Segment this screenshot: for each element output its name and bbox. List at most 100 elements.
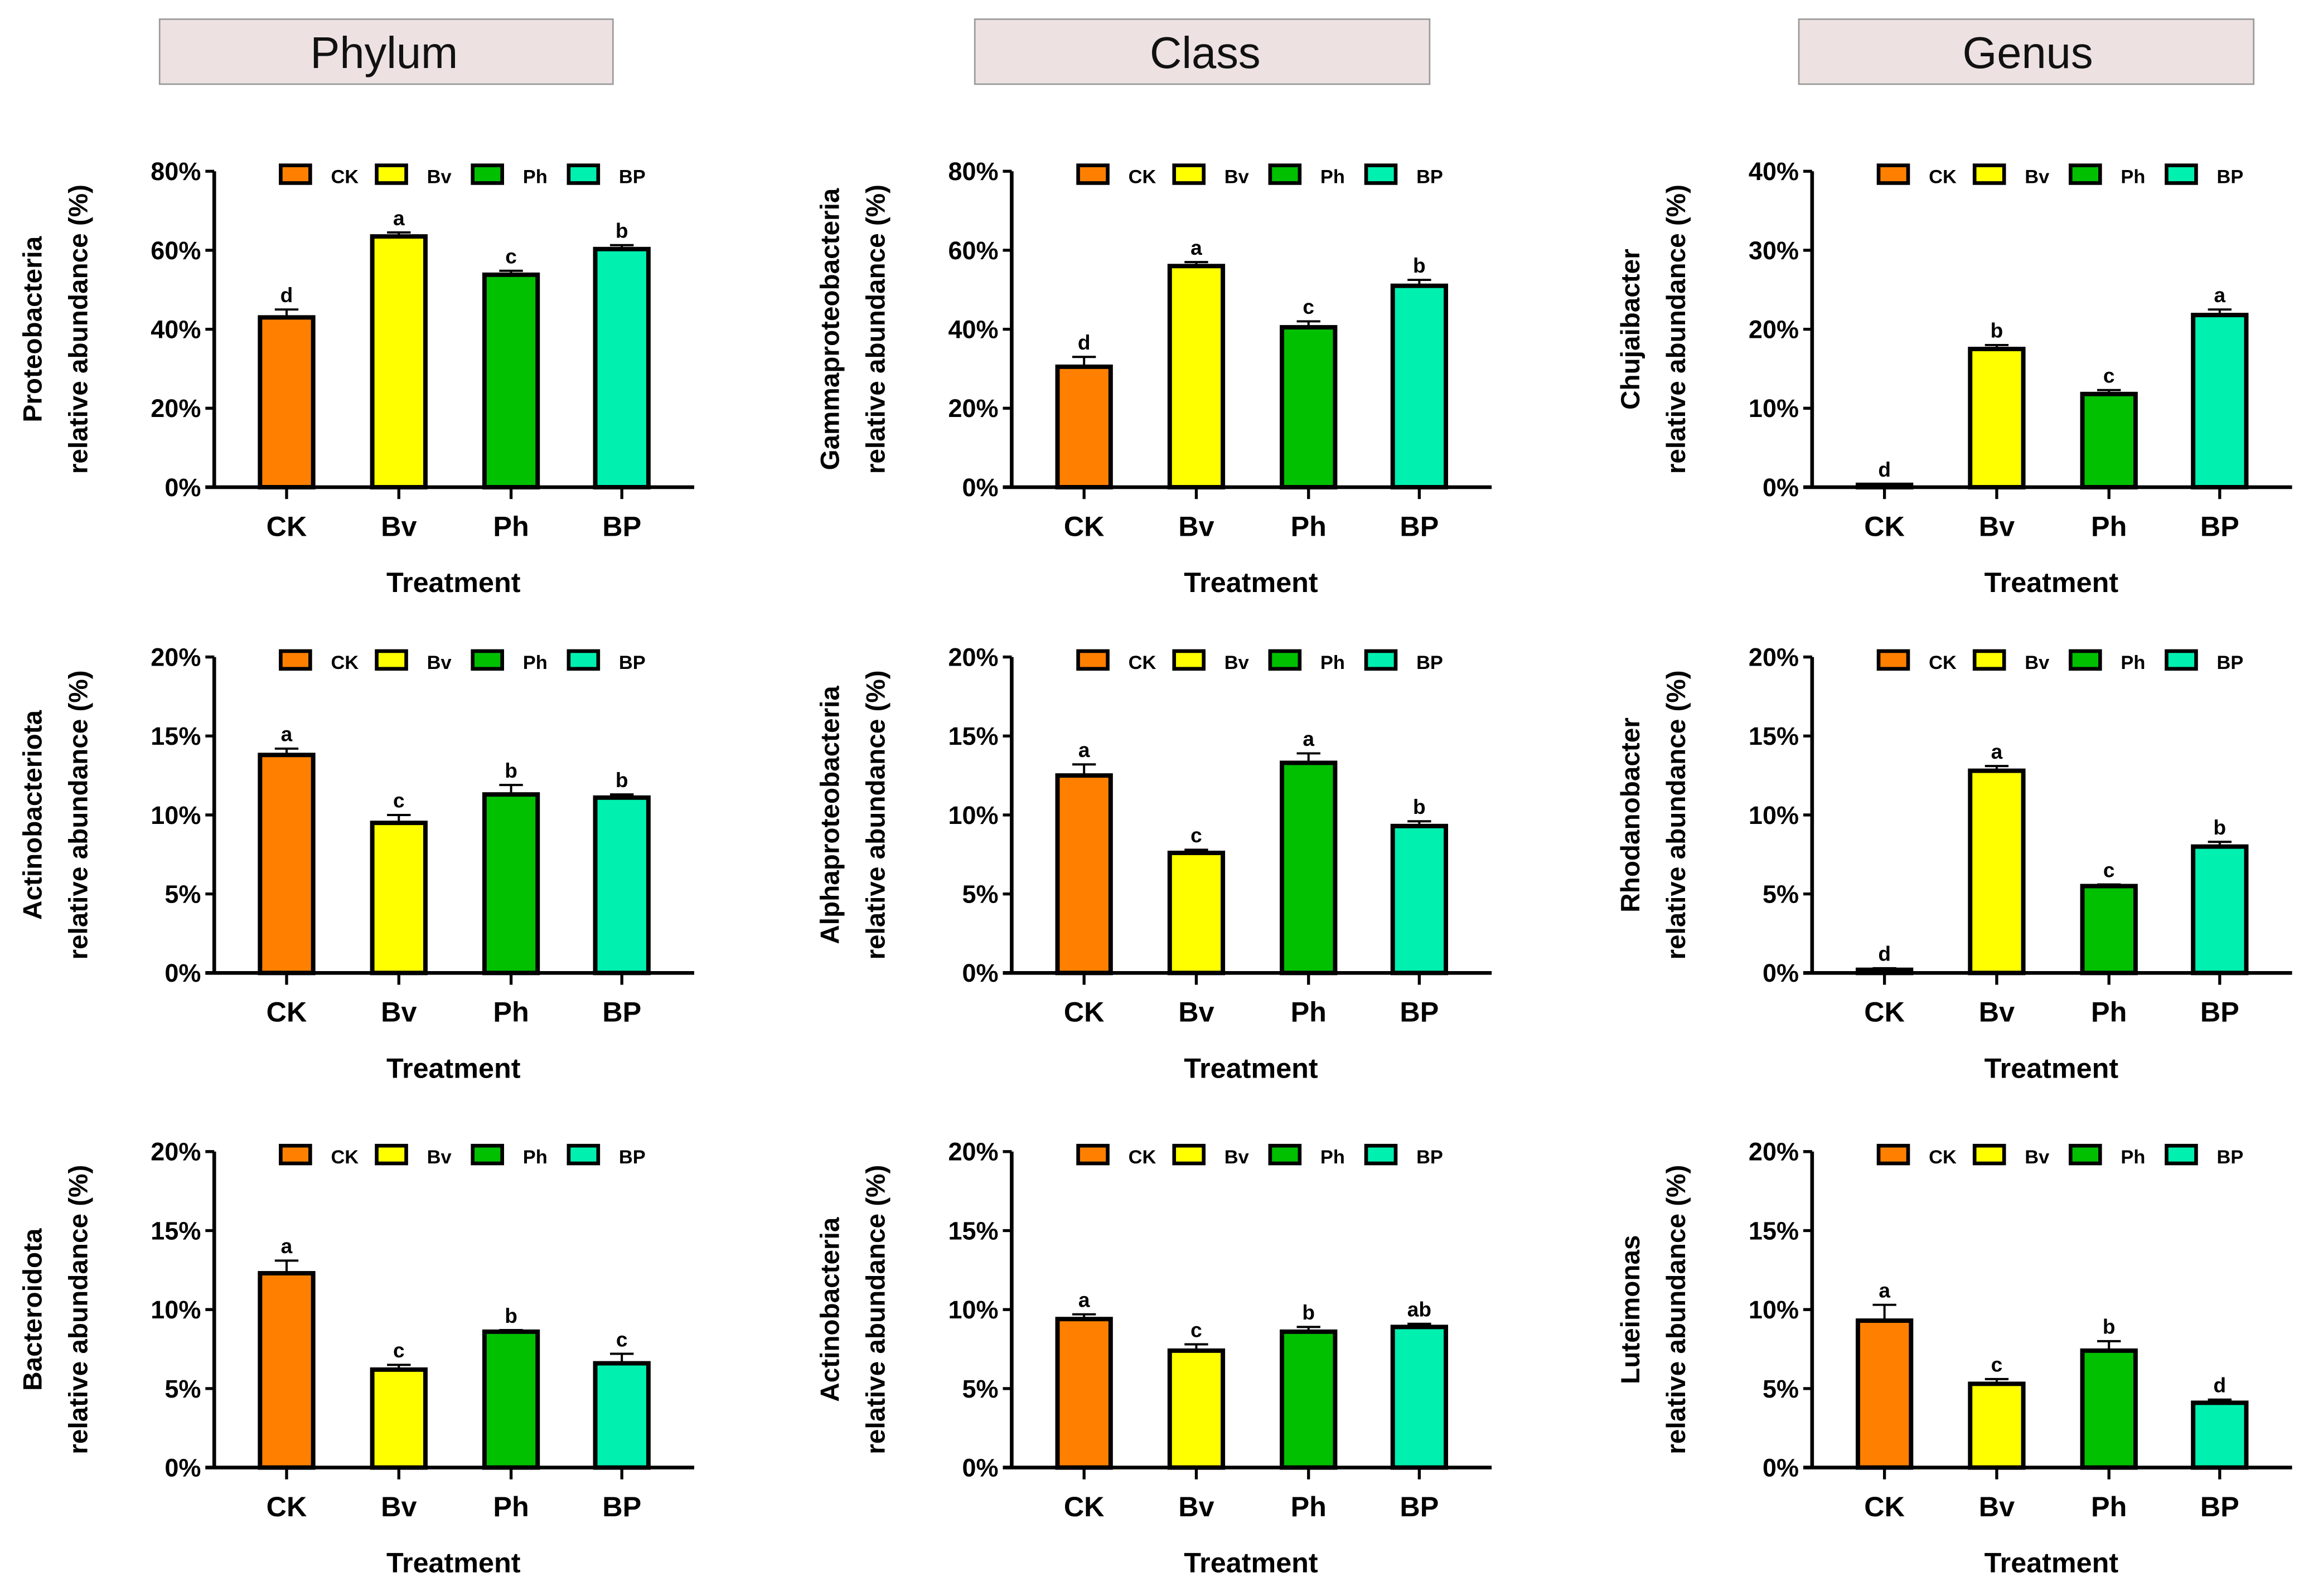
x-tick-label: BP [1400,510,1439,542]
y-tick-label: 20% [151,394,201,423]
x-tick-label: BP [2200,1491,2239,1522]
bar-bp [1390,823,1449,976]
y-tick-label: 40% [151,316,201,344]
x-tick-label: Bv [1178,1491,1214,1522]
legend-label-bv: Bv [427,1147,452,1168]
y-tick-label: 0% [962,959,998,987]
y-tick-label: 10% [948,1296,998,1324]
significance-letter: d [1078,331,1091,354]
y-axis-label: Rhodanobacter [1616,717,1645,913]
legend-label-bp: BP [2217,1147,2244,1168]
y-axis-label-line2: relative abundance (%) [1662,1165,1691,1454]
x-axis-label: Treatment [1984,1547,2119,1579]
legend-label-bp: BP [619,652,646,673]
legend-label-ph: Ph [1320,652,1345,673]
bar-bp [593,795,651,976]
y-tick-label: 40% [1749,157,1799,186]
y-tick-label: 40% [948,316,998,344]
y-tick-label: 5% [164,1375,201,1403]
legend-label-bp: BP [2217,652,2244,673]
legend-swatch-bv [375,649,408,671]
bar-bv [370,1367,428,1470]
significance-letter: a [1078,738,1090,761]
legend-swatch-ck [1876,649,1910,671]
y-tick-label: 5% [1763,880,1799,909]
legend-swatch-bp [567,649,601,671]
legend-label-ck: CK [331,1147,359,1168]
x-tick-label: Bv [381,510,417,542]
legend-label-bv: Bv [2025,1147,2049,1168]
significance-letter: c [616,1327,628,1351]
y-axis-label-line2: relative abundance (%) [861,185,891,474]
bar-ck [1055,773,1113,976]
bar-bp [2191,313,2249,489]
bar-bv [370,821,428,976]
x-tick-label: Bv [1979,510,2015,542]
x-tick-label: Ph [2091,1491,2127,1522]
legend-swatch-ck [1076,1143,1110,1166]
legend-label-bv: Bv [2025,652,2049,673]
chart-panel-chujaibacter: Chujaibacter relative abundance (%) 0% 10% 2… [1616,157,2292,598]
y-tick-label: 0% [164,959,201,987]
x-axis-label: Treatment [1184,1547,1318,1579]
significance-letter: c [2103,363,2115,387]
y-tick-label: 20% [1749,316,1799,344]
y-tick-label: 20% [948,643,998,671]
x-tick-label: CK [1064,1491,1105,1522]
significance-letter: b [616,768,628,792]
bar-ck [258,1271,316,1470]
bar-bv [1968,347,2026,489]
significance-letter: b [1413,254,1426,277]
x-tick-label: Bv [1178,996,1214,1028]
y-tick-label: 80% [151,157,201,186]
y-tick-label: 60% [151,236,201,265]
y-tick-label: 20% [1749,643,1799,671]
legend-label-bp: BP [2217,166,2244,187]
legend-label-ck: CK [1929,652,1957,673]
bar-bp [2191,1400,2249,1470]
header-phylum-label: Phylum [310,28,458,77]
legend-label-ph: Ph [2121,1147,2145,1168]
bar-ph [482,792,540,976]
legend-label-ck: CK [1929,166,1957,187]
legend-label-ph: Ph [523,652,548,673]
legend-swatch-bv [1172,163,1206,185]
header-genus-label: Genus [1963,28,2093,77]
y-axis-label-line2: relative abundance (%) [1662,670,1691,959]
legend-label-bp: BP [619,1147,646,1168]
legend-swatch-ck [279,163,312,185]
bar-ph [1280,325,1338,489]
bar-ck [258,753,316,976]
legend-label-ck: CK [1129,166,1156,187]
x-tick-label: CK [1864,1491,1905,1522]
significance-letter: a [393,206,405,230]
x-tick-label: BP [1400,1491,1439,1522]
chart-panel-rhodanobacter: Rhodanobacter relative abundance (%) 0% 5% 1… [1616,643,2292,1084]
significance-letter: d [2214,1373,2226,1396]
bar-bp [593,1361,651,1470]
y-tick-label: 0% [164,1453,201,1482]
y-tick-label: 60% [948,236,998,265]
legend-label-bp: BP [1416,652,1443,673]
legend-label-bv: Bv [427,652,452,673]
significance-letter: a [281,1234,293,1258]
significance-letter: b [505,1304,517,1327]
y-axis-label: Actinobacteriota [18,710,47,920]
y-axis-label: Luteimonas [1616,1235,1645,1384]
significance-letter: a [1991,740,2003,763]
legend-swatch-ck [279,649,312,671]
legend-swatch-bv [1972,163,2006,185]
y-axis-label-line2: relative abundance (%) [861,1165,891,1454]
bar-ph [482,1329,540,1470]
y-tick-label: 15% [151,1216,201,1245]
x-tick-label: BP [602,510,641,542]
legend-label-ck: CK [331,166,359,187]
legend-swatch-bp [2165,1143,2198,1166]
legend-label-bv: Bv [427,166,452,187]
legend-swatch-ph [471,649,504,671]
significance-letter: c [505,245,517,268]
legend-label-ph: Ph [2121,652,2145,673]
y-axis-label-line2: relative abundance (%) [64,670,93,959]
y-axis-label: Alphaproteobacteria [816,686,845,944]
y-tick-label: 10% [151,1296,201,1324]
